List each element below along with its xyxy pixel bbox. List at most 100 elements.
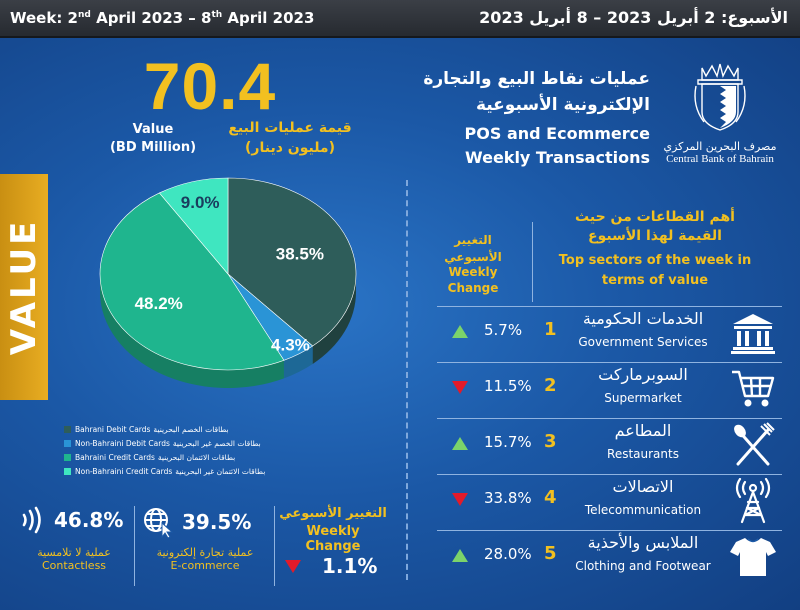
ecommerce-value: 39.5%	[182, 510, 252, 534]
sector-rank: 4	[544, 487, 557, 508]
pie-slice-3	[158, 177, 229, 275]
weekly-change-percent: 1.1%	[321, 554, 378, 578]
sector-name-en: Government Services	[578, 335, 708, 349]
legend-swatch	[64, 467, 71, 475]
legend-swatch	[64, 425, 71, 433]
vertical-divider	[406, 180, 408, 580]
pie-side-2	[100, 274, 284, 389]
week-range-en: Week: 2nd April 2023 – 8th April 2023	[10, 9, 315, 27]
pie-side-0	[312, 274, 356, 365]
sector-name-en: Restaurants	[607, 447, 679, 461]
pie-slice-0	[227, 177, 357, 347]
ecommerce-label-ar: عملية تجارة إلكترونية	[156, 546, 254, 559]
sector-name-en: Clothing and Footwear	[575, 559, 711, 573]
legend-label-en: Non-Bahraini Credit Cards	[75, 466, 173, 476]
up-arrow-icon	[452, 325, 468, 338]
pie-chart: 38.5% 4.3% 48.2% 9.0%	[60, 172, 400, 412]
table-header-change-en: Weekly Change	[447, 265, 499, 295]
sector-change: 33.8%	[484, 489, 532, 507]
down-arrow-icon	[285, 560, 301, 573]
shopping-cart-icon	[732, 370, 775, 407]
stat-ecommerce: 39.5% عملية تجارة إلكترونية E-commerce	[142, 506, 268, 572]
antenna-tower-icon	[735, 478, 771, 524]
row-divider	[437, 418, 782, 419]
bahrain-crest-icon	[694, 63, 746, 131]
sector-change: 11.5%	[484, 377, 532, 395]
title-ar: عمليات نقاط البيع والتجارة الإلكترونية ا…	[423, 69, 650, 115]
legend-swatch	[64, 439, 71, 447]
pie-side-1	[283, 346, 313, 379]
logo-text-en: Central Bank of Bahrain	[666, 153, 774, 165]
pie-legend: Bahrani Debit Cards بطاقات الخصم البحريني…	[64, 422, 364, 478]
table-header-top-sectors-en: Top sectors of the week in terms of valu…	[558, 253, 752, 288]
sector-row-4: 33.8% 4 الاتصالات Telecommunication	[440, 476, 785, 530]
sector-name-ar: الاتصالات	[612, 477, 674, 496]
sector-name-en: Supermarket	[604, 391, 682, 405]
sector-change: 5.7%	[484, 321, 523, 339]
legend-label-en: Non-Bahraini Debit Cards	[75, 438, 170, 448]
week-range-ar: الأسبوع: 2 أبريل 2023 – 8 أبريل 2023	[479, 8, 788, 27]
sector-rank: 5	[544, 543, 557, 564]
legend-label-ar: بطاقات الخصم غير البحرينية	[172, 438, 261, 448]
government-building-icon	[731, 314, 775, 354]
legend-label-ar: بطاقات الخصم البحرينية	[153, 424, 229, 434]
value-caption-en: Value (BD Million)	[109, 122, 197, 155]
sector-change: 28.0%	[484, 545, 532, 563]
weekly-change-label-ar: التغيير الأسبوعي	[279, 506, 387, 521]
header-bar: Week: 2nd April 2023 – 8th April 2023 ال…	[0, 0, 800, 38]
stat-divider-1	[134, 506, 135, 586]
table-header-change-ar: التغيير الأسبوعي	[444, 233, 502, 264]
pie-slice-2	[99, 192, 285, 371]
stat-contactless: 46.8% عملية لا تلامسية Contactless	[18, 506, 130, 572]
legend-item-3: Non-Bahraini Credit Cards بطاقات الائتمان…	[64, 464, 364, 478]
sector-name-ar: المطاعم	[614, 421, 672, 440]
sector-row-2: 11.5% 2 السوبرماركت Supermarket	[440, 364, 785, 418]
ecommerce-label-en: E-commerce	[170, 559, 240, 572]
pie-slice-label-1: 4.3%	[271, 335, 310, 354]
down-arrow-icon	[452, 493, 468, 506]
legend-label-en: Bahraini Credit Cards	[75, 452, 155, 462]
value-caption-ar: قيمة عمليات البيع (مليون دينار)	[228, 120, 352, 156]
pie-slice-label-0: 38.5%	[276, 245, 324, 264]
down-arrow-icon	[452, 381, 468, 394]
up-arrow-icon	[452, 437, 468, 450]
table-header-divider	[532, 222, 533, 302]
sector-rank: 3	[544, 431, 557, 452]
row-divider	[437, 306, 782, 307]
legend-swatch	[64, 453, 71, 461]
sector-change: 15.7%	[484, 433, 532, 451]
legend-label-ar: بطاقات الائتمان البحرينية	[157, 452, 236, 462]
sector-name-en: Telecommunication	[584, 503, 702, 517]
pie-chart-svg: 38.5% 4.3% 48.2% 9.0%	[99, 177, 357, 389]
legend-item-0: Bahrani Debit Cards بطاقات الخصم البحريني…	[64, 422, 364, 436]
sector-row-1: 5.7% 1 الخدمات الحكومية Government Servi…	[440, 308, 785, 362]
sector-rank: 1	[544, 319, 557, 340]
fork-spoon-icon	[734, 422, 775, 466]
central-bank-logo: مصرف البحرين المركزي Central Bank of Bah…	[660, 62, 780, 180]
row-divider	[437, 530, 782, 531]
stat-divider-2	[274, 506, 275, 586]
table-header-top-sectors-ar: أهم القطاعات من حيث القيمة لهذا الأسبوع	[575, 209, 735, 244]
weekly-change-label-en: Weekly Change	[305, 524, 361, 554]
row-divider	[437, 362, 782, 363]
legend-item-2: Bahraini Credit Cards بطاقات الائتمان الب…	[64, 450, 364, 464]
tshirt-icon	[730, 538, 776, 576]
globe-cursor-icon	[144, 508, 174, 538]
contactless-value: 46.8%	[54, 508, 124, 532]
legend-label-ar: بطاقات الائتمان غير البحرينية	[175, 466, 266, 476]
value-side-tab-label: VALUE	[4, 218, 44, 356]
sector-name-ar: الخدمات الحكومية	[582, 309, 704, 328]
weekly-change-value: 1.1%	[285, 554, 377, 578]
total-value: 70.4	[143, 49, 277, 123]
sector-row-3: 15.7% 3 المطاعم Restaurants	[440, 420, 785, 474]
contactless-label-ar: عملية لا تلامسية	[37, 546, 111, 559]
sector-name-ar: الملابس والأحذية	[587, 533, 699, 552]
pie-slice-label-2: 48.2%	[135, 294, 183, 313]
contactless-label-en: Contactless	[41, 559, 107, 572]
up-arrow-icon	[452, 549, 468, 562]
contactless-icon	[22, 506, 41, 534]
legend-item-1: Non-Bahraini Debit Cards بطاقات الخصم غير…	[64, 436, 364, 450]
sector-row-5: 28.0% 5 الملابس والأحذية Clothing and Fo…	[440, 532, 785, 586]
legend-label-en: Bahrani Debit Cards	[75, 424, 151, 434]
value-side-tab: VALUE	[0, 174, 48, 400]
